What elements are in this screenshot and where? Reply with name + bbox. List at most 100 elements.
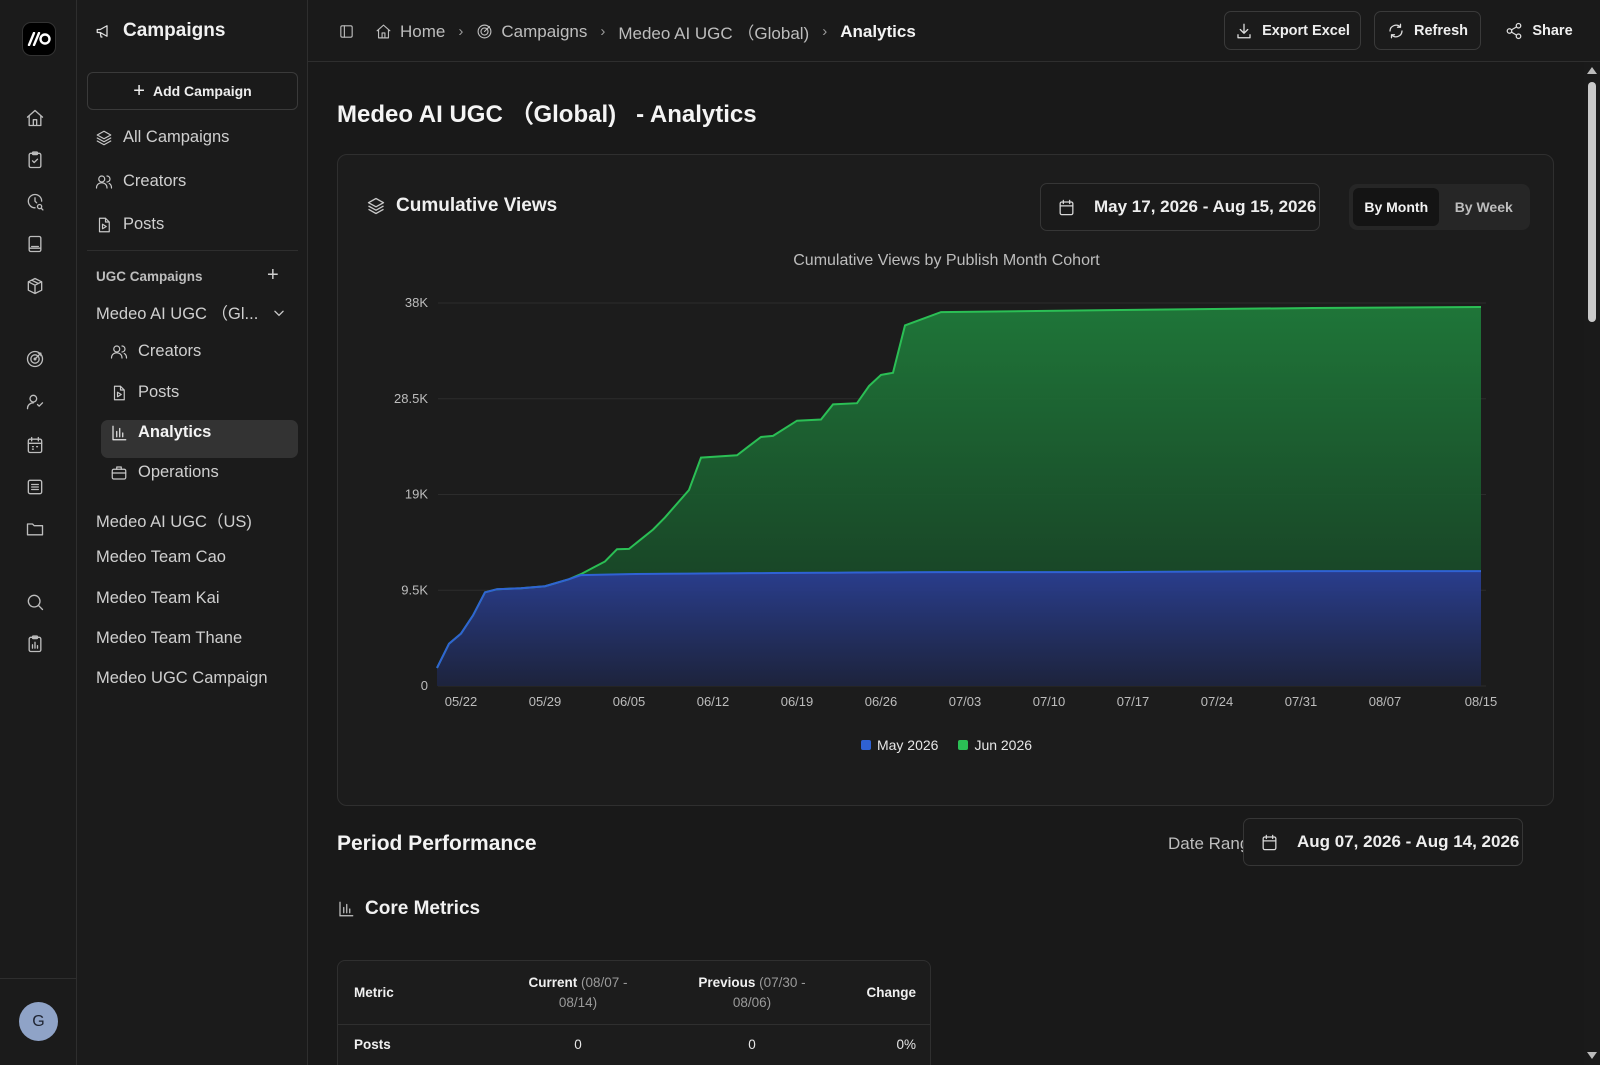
- legend-item-jun-2026[interactable]: Jun 2026: [958, 737, 1032, 753]
- calendar-icon[interactable]: [24, 434, 46, 456]
- share-button[interactable]: Share: [1494, 11, 1584, 50]
- sidebar-item-label: Creators: [138, 342, 202, 360]
- chevron-right-icon: ›: [458, 23, 464, 40]
- chevron-right-icon: ›: [822, 23, 828, 40]
- breadcrumb-campaigns[interactable]: Campaigns: [476, 22, 587, 42]
- breadcrumb-campaign[interactable]: Medeo AI UGC （Global): [618, 19, 809, 44]
- breadcrumb-label: Medeo AI UGC （Global): [618, 24, 810, 43]
- column-header-previous: Previous (07/30 - 08/06): [690, 973, 814, 1013]
- scroll-thumb[interactable]: [1588, 82, 1596, 322]
- file-play-icon: [98, 217, 110, 232]
- add-campaign-button[interactable]: + Add Campaign: [87, 72, 298, 110]
- campaign-name: Medeo Team Kai: [96, 589, 220, 607]
- sidebar-item-label: Operations: [138, 463, 219, 481]
- main-content: Medeo AI UGC （Global) - Analytics Cumula…: [308, 62, 1584, 1065]
- core-metrics-title: Core Metrics: [337, 898, 480, 920]
- table-divider: [338, 1024, 930, 1025]
- sidebar-campaign-item[interactable]: Medeo AI UGC（US): [96, 508, 252, 532]
- table-cell-current: 0: [574, 1037, 582, 1052]
- download-icon: [1237, 23, 1251, 38]
- target-icon: [477, 24, 492, 39]
- campaign-name: Medeo UGC Campaign: [96, 669, 268, 687]
- layers-icon: [367, 197, 385, 215]
- refresh-button[interactable]: Refresh: [1374, 11, 1481, 50]
- period-performance-title: Period Performance: [337, 832, 537, 855]
- share-label: Share: [1532, 22, 1573, 39]
- folder-icon[interactable]: [24, 518, 46, 540]
- sidebar-item-all-campaigns[interactable]: All Campaigns: [95, 128, 229, 147]
- sidebar-campaign-item[interactable]: Medeo Team Cao: [96, 548, 226, 567]
- home-icon[interactable]: [24, 107, 46, 129]
- sidebar-header: Campaigns: [95, 20, 225, 42]
- header-range: (07/30 - 08/06): [732, 975, 806, 1010]
- sidebar-subitem-posts[interactable]: Posts: [110, 383, 179, 402]
- header-label: Current: [528, 975, 578, 990]
- ugc-campaigns-section-label: UGC Campaigns: [96, 269, 203, 284]
- cumulative-date-range-picker[interactable]: May 17, 2026 - Aug 15, 2026: [1040, 183, 1320, 231]
- layers-icon: [96, 130, 112, 145]
- legend-swatch: [958, 740, 969, 750]
- sidebar-campaign-item[interactable]: Medeo UGC Campaign: [96, 669, 268, 688]
- sidebar-campaign-item[interactable]: Medeo Team Kai: [96, 589, 220, 608]
- area-may-2026: [437, 571, 1481, 686]
- sidebar-subitem-operations[interactable]: Operations: [110, 463, 219, 482]
- header-range: (08/07 - 08/14): [558, 975, 628, 1010]
- clipboard-chart-icon[interactable]: [24, 633, 46, 655]
- app-logo[interactable]: [22, 22, 56, 56]
- legend-item-may-2026[interactable]: May 2026: [860, 737, 938, 753]
- user-avatar[interactable]: G: [19, 1002, 58, 1041]
- chart-legend: May 2026 Jun 2026: [338, 737, 1555, 753]
- breadcrumb-label: Campaigns: [501, 21, 588, 41]
- book-icon[interactable]: [24, 233, 46, 255]
- chevron-down-icon[interactable]: [272, 306, 286, 325]
- x-tick-label: 07/10: [1033, 694, 1066, 709]
- sidebar-subitem-analytics[interactable]: Analytics: [110, 423, 211, 442]
- breadcrumb-home[interactable]: Home: [375, 22, 445, 42]
- campaign-name: Medeo Team Thane: [96, 629, 243, 647]
- period-date-range-picker[interactable]: Aug 07, 2026 - Aug 14, 2026: [1243, 818, 1523, 866]
- search-icon[interactable]: [24, 591, 46, 613]
- briefcase-icon: [111, 465, 127, 480]
- column-header-metric: Metric: [354, 985, 394, 1000]
- cumulative-views-card: Cumulative Views May 17, 2026 - Aug 15, …: [337, 154, 1554, 806]
- breadcrumb: Home › Campaigns › Medeo AI UGC （Global)…: [338, 19, 916, 44]
- campaign-name: Medeo AI UGC（US): [96, 513, 252, 531]
- page-title: Medeo AI UGC （Global) - Analytics: [337, 101, 757, 128]
- sidebar-item-label: Creators: [123, 172, 187, 190]
- sidebar-item-posts[interactable]: Posts: [95, 215, 164, 234]
- sidebar-subitem-creators[interactable]: Creators: [110, 342, 201, 361]
- page-scrollbar[interactable]: [1584, 62, 1600, 1065]
- toggle-by-week[interactable]: By Week: [1454, 199, 1513, 215]
- campaign-sidebar: Campaigns + Add Campaign All Campaigns C…: [77, 0, 308, 1065]
- core-metrics-label: Core Metrics: [365, 898, 481, 919]
- user-star-icon[interactable]: [24, 391, 46, 413]
- scroll-down-arrow[interactable]: [1587, 1052, 1597, 1059]
- sidebar-item-creators[interactable]: Creators: [95, 172, 186, 191]
- x-tick-label: 08/15: [1465, 694, 1498, 709]
- export-excel-button[interactable]: Export Excel: [1224, 11, 1361, 50]
- clipboard-check-icon[interactable]: [24, 149, 46, 171]
- clock-search-icon[interactable]: [24, 191, 46, 213]
- active-item-highlight: [101, 420, 298, 458]
- scroll-up-arrow[interactable]: [1587, 67, 1597, 74]
- card-title-label: Cumulative Views: [396, 195, 558, 216]
- sidebar-title: Campaigns: [123, 20, 226, 41]
- bar-chart-icon: [112, 425, 127, 440]
- sidebar-campaign-expanded[interactable]: Medeo AI UGC （Gl...: [96, 300, 258, 324]
- table-cell-previous: 0: [748, 1037, 756, 1052]
- sidebar-campaign-item[interactable]: Medeo Team Thane: [96, 629, 242, 648]
- table-cell-metric: Posts: [354, 1037, 391, 1052]
- table-cell-change: 0%: [896, 1037, 916, 1052]
- sidebar-toggle-icon[interactable]: [338, 23, 355, 40]
- package-icon[interactable]: [24, 275, 46, 297]
- list-icon[interactable]: [24, 476, 46, 498]
- calendar-icon: [1262, 834, 1277, 850]
- x-tick-label: 06/26: [865, 694, 898, 709]
- target-icon[interactable]: [24, 348, 46, 370]
- breadcrumb-label: Home: [400, 21, 446, 41]
- toggle-by-month[interactable]: By Month: [1353, 188, 1440, 226]
- share-icon: [1506, 22, 1522, 39]
- rail-divider: [0, 978, 76, 979]
- x-axis: 05/22 05/29 06/05 06/12 06/19 06/26 07/03 07/10…: [445, 694, 1498, 709]
- add-ugc-campaign-button[interactable]: +: [267, 264, 279, 286]
